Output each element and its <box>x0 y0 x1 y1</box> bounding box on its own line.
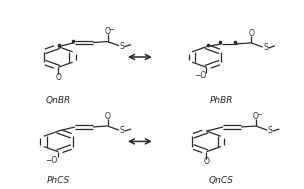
Text: O: O <box>248 29 254 38</box>
Text: O: O <box>204 157 209 166</box>
Text: O: O <box>253 112 259 121</box>
Text: S: S <box>120 42 124 51</box>
Text: QnBR: QnBR <box>46 96 71 105</box>
Text: O: O <box>105 27 110 36</box>
Text: −: − <box>257 112 262 118</box>
Text: QnCS: QnCS <box>209 176 234 185</box>
Text: S: S <box>263 43 268 52</box>
Text: S: S <box>268 126 273 135</box>
Text: O: O <box>55 73 61 81</box>
Text: PhBR: PhBR <box>210 96 233 105</box>
Text: −O: −O <box>194 71 206 81</box>
Text: O: O <box>105 112 110 121</box>
Text: −: − <box>108 27 114 33</box>
Text: −O: −O <box>45 156 58 165</box>
Text: PhCS: PhCS <box>47 176 70 185</box>
Text: S: S <box>120 126 124 135</box>
